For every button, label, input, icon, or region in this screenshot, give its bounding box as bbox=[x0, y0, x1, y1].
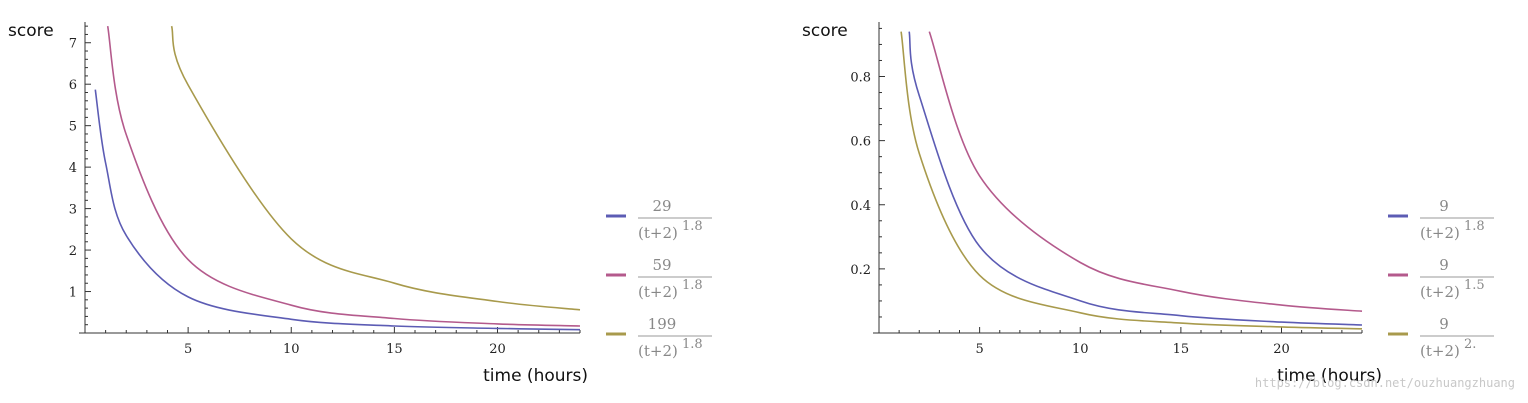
x-tick-label: 5 bbox=[975, 342, 983, 357]
y-tick-label: 3 bbox=[69, 203, 77, 218]
y-axis-title: score bbox=[8, 21, 54, 41]
y-tick-label: 0.8 bbox=[850, 71, 871, 86]
series-line-3 bbox=[900, 31, 1363, 330]
y-tick-label: 0.4 bbox=[850, 199, 871, 214]
y-tick-label: 6 bbox=[69, 78, 77, 93]
legend-denominator: (t+2) bbox=[638, 224, 678, 242]
legend-exponent: 1.8 bbox=[682, 219, 703, 234]
y-tick-label: 4 bbox=[69, 161, 77, 176]
legend-denominator: (t+2) bbox=[1420, 283, 1460, 301]
legend-entry-3: 199 (t+2) 1.8 bbox=[606, 315, 712, 360]
legend-numerator: 9 bbox=[1439, 315, 1449, 333]
legend-numerator: 9 bbox=[1439, 256, 1449, 274]
legend-numerator: 59 bbox=[652, 256, 671, 274]
legend-exponent: 1.8 bbox=[682, 278, 703, 293]
x-tick-label: 20 bbox=[1273, 342, 1290, 357]
legend-numerator: 9 bbox=[1439, 197, 1449, 215]
legend-denominator: (t+2) bbox=[1420, 224, 1460, 242]
x-tick-label: 10 bbox=[283, 342, 300, 357]
legend-entry-2: 59 (t+2) 1.8 bbox=[606, 256, 712, 301]
series-line-2 bbox=[106, 25, 581, 327]
chart-left: 5 10 15 20 1 2 3 4 5 6 7 score time (hours) 29 (t+2) 1.… bbox=[8, 21, 712, 386]
legend-entry-1: 29 (t+2) 1.8 bbox=[606, 197, 712, 242]
y-tick-label: 0.6 bbox=[850, 135, 871, 150]
legend-exponent: 1.5 bbox=[1464, 278, 1485, 293]
legend-exponent: 1.8 bbox=[682, 337, 703, 352]
x-axis-title: time (hours) bbox=[1277, 366, 1382, 386]
y-tick-label: 5 bbox=[69, 120, 77, 135]
x-tick-label: 15 bbox=[386, 342, 403, 357]
y-tick-label: 0.2 bbox=[850, 263, 871, 278]
watermark-text: https://blog.csdn.net/ouzhuangzhuang bbox=[1255, 376, 1515, 390]
y-tick-label: 1 bbox=[69, 286, 77, 301]
y-axis-title: score bbox=[802, 21, 848, 41]
y-tick-label: 7 bbox=[69, 37, 77, 52]
legend-entry-3: 9 (t+2) 2. bbox=[1388, 315, 1494, 360]
series-line-2 bbox=[928, 31, 1363, 312]
series-line-3 bbox=[170, 25, 581, 311]
legend-denominator: (t+2) bbox=[638, 342, 678, 360]
legend-exponent: 1.8 bbox=[1464, 219, 1485, 234]
chart-right: 5 10 15 20 0.2 0.4 0.6 0.8 score time (hours) 9 (t+… bbox=[802, 21, 1494, 386]
legend-numerator: 29 bbox=[652, 197, 671, 215]
legend-numerator: 199 bbox=[648, 315, 677, 333]
series-line-1 bbox=[908, 31, 1363, 326]
series-line-1 bbox=[94, 89, 581, 331]
x-tick-label: 15 bbox=[1173, 342, 1190, 357]
x-tick-label: 10 bbox=[1072, 342, 1089, 357]
x-tick-label: 5 bbox=[184, 342, 192, 357]
x-tick-label: 20 bbox=[489, 342, 506, 357]
legend-entry-1: 9 (t+2) 1.8 bbox=[1388, 197, 1494, 242]
legend-denominator: (t+2) bbox=[1420, 342, 1460, 360]
legend-entry-2: 9 (t+2) 1.5 bbox=[1388, 256, 1494, 301]
legend-denominator: (t+2) bbox=[638, 283, 678, 301]
x-axis-title: time (hours) bbox=[483, 366, 588, 386]
y-tick-label: 2 bbox=[69, 244, 77, 259]
legend-exponent: 2. bbox=[1464, 337, 1476, 352]
